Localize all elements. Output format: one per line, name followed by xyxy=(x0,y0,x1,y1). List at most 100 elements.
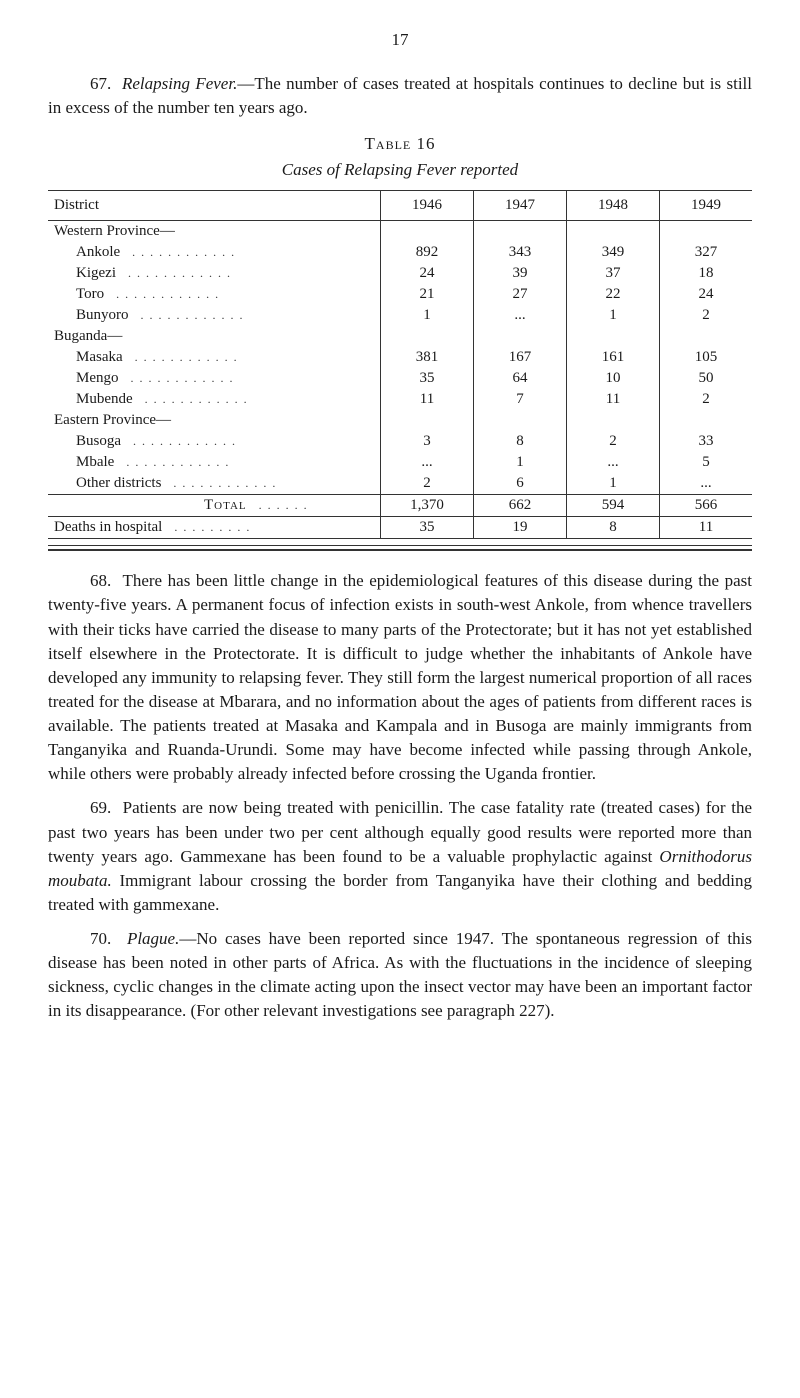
cell: ... xyxy=(660,473,753,495)
table-end-rule xyxy=(48,545,752,551)
para69-body-a: Patients are now being treated with peni… xyxy=(48,798,752,865)
cell: 10 xyxy=(567,368,660,389)
group-western: Western Province— xyxy=(48,221,752,243)
table-row: Mengo............ 35 64 10 50 xyxy=(48,368,752,389)
deaths-cell: 8 xyxy=(567,517,660,539)
cell: 39 xyxy=(474,263,567,284)
para70-number: 70. xyxy=(90,929,111,948)
leader-dots: ............ xyxy=(123,350,374,365)
cell: 22 xyxy=(567,284,660,305)
cell: 50 xyxy=(660,368,753,389)
cell: 8 xyxy=(474,431,567,452)
total-label: Total xyxy=(204,497,247,513)
cell: 327 xyxy=(660,242,753,263)
leader-dots: ............ xyxy=(161,476,374,491)
leader-dots: ......... xyxy=(162,520,374,535)
leader-dots: ............ xyxy=(121,434,374,449)
table-row: Mubende............ 11 7 11 2 xyxy=(48,389,752,410)
table-body: Western Province— Ankole............ 892… xyxy=(48,221,752,539)
total-row: Total...... 1,370 662 594 566 xyxy=(48,495,752,517)
cell: ... xyxy=(474,305,567,326)
row-label: Ankole xyxy=(54,244,120,261)
page: 17 67. Relapsing Fever.—The number of ca… xyxy=(0,0,800,1064)
deaths-cell: 35 xyxy=(381,517,474,539)
leader-dots: ............ xyxy=(119,371,375,386)
col-1949: 1949 xyxy=(660,191,753,221)
table-caption: Cases of Relapsing Fever reported xyxy=(48,160,752,180)
table-row: Busoga............ 3 8 2 33 xyxy=(48,431,752,452)
para69-body-b: Immigrant labour crossing the border fro… xyxy=(48,871,752,914)
deaths-row: Deaths in hospital......... 35 19 8 11 xyxy=(48,517,752,539)
para70-title: Plague. xyxy=(127,929,179,948)
cell: 161 xyxy=(567,347,660,368)
relapsing-fever-table: District 1946 1947 1948 1949 Western Pro… xyxy=(48,190,752,539)
cell: 18 xyxy=(660,263,753,284)
cell: 2 xyxy=(567,431,660,452)
para68-body: There has been little change in the epid… xyxy=(48,571,752,783)
deaths-label: Deaths in hospital xyxy=(54,519,162,536)
para67-number: 67. xyxy=(90,74,111,93)
row-label: Toro xyxy=(54,286,104,303)
col-1947: 1947 xyxy=(474,191,567,221)
leader-dots: ............ xyxy=(104,287,374,302)
total-cell: 662 xyxy=(474,495,567,517)
deaths-cell: 11 xyxy=(660,517,753,539)
group-eastern: Eastern Province— xyxy=(48,410,752,431)
cell: 167 xyxy=(474,347,567,368)
cell: ... xyxy=(567,452,660,473)
para67-title: Relapsing Fever. xyxy=(122,74,237,93)
cell: 381 xyxy=(381,347,474,368)
paragraph-69: 69. Patients are now being treated with … xyxy=(48,796,752,917)
cell: 2 xyxy=(381,473,474,495)
table-label: Table 16 xyxy=(48,134,752,154)
cell: 105 xyxy=(660,347,753,368)
cell: 21 xyxy=(381,284,474,305)
row-label: Mbale xyxy=(54,454,114,471)
row-label: Bunyoro xyxy=(54,307,129,324)
leader-dots: ...... xyxy=(247,498,374,513)
row-label: Busoga xyxy=(54,433,121,450)
row-label: Kigezi xyxy=(54,265,116,282)
col-district: District xyxy=(48,191,381,221)
table-row: Bunyoro............ 1 ... 1 2 xyxy=(48,305,752,326)
cell: 2 xyxy=(660,305,753,326)
cell: 33 xyxy=(660,431,753,452)
cell: 24 xyxy=(660,284,753,305)
cell: ... xyxy=(381,452,474,473)
row-label: Mengo xyxy=(54,370,119,387)
leader-dots: ............ xyxy=(116,266,374,281)
paragraph-68: 68. There has been little change in the … xyxy=(48,569,752,786)
cell: 11 xyxy=(567,389,660,410)
leader-dots: ............ xyxy=(120,245,374,260)
cell: 5 xyxy=(660,452,753,473)
para69-number: 69. xyxy=(90,798,111,817)
cell: 349 xyxy=(567,242,660,263)
page-number: 17 xyxy=(48,30,752,50)
cell: 1 xyxy=(381,305,474,326)
total-cell: 1,370 xyxy=(381,495,474,517)
paragraph-70: 70. Plague.—No cases have been reported … xyxy=(48,927,752,1024)
cell: 64 xyxy=(474,368,567,389)
cell: 892 xyxy=(381,242,474,263)
cell: 1 xyxy=(567,305,660,326)
cell: 11 xyxy=(381,389,474,410)
total-cell: 594 xyxy=(567,495,660,517)
group-title: Buganda— xyxy=(48,326,381,347)
group-buganda: Buganda— xyxy=(48,326,752,347)
row-label: Masaka xyxy=(54,349,123,366)
deaths-cell: 19 xyxy=(474,517,567,539)
table-row: Ankole............ 892 343 349 327 xyxy=(48,242,752,263)
table-row: Mbale............ ... 1 ... 5 xyxy=(48,452,752,473)
cell: 7 xyxy=(474,389,567,410)
table-row: Kigezi............ 24 39 37 18 xyxy=(48,263,752,284)
total-cell: 566 xyxy=(660,495,753,517)
col-1946: 1946 xyxy=(381,191,474,221)
table-header-row: District 1946 1947 1948 1949 xyxy=(48,191,752,221)
cell: 1 xyxy=(474,452,567,473)
cell: 3 xyxy=(381,431,474,452)
cell: 37 xyxy=(567,263,660,284)
cell: 1 xyxy=(567,473,660,495)
table-row: Masaka............ 381 167 161 105 xyxy=(48,347,752,368)
col-1948: 1948 xyxy=(567,191,660,221)
group-title: Eastern Province— xyxy=(48,410,381,431)
